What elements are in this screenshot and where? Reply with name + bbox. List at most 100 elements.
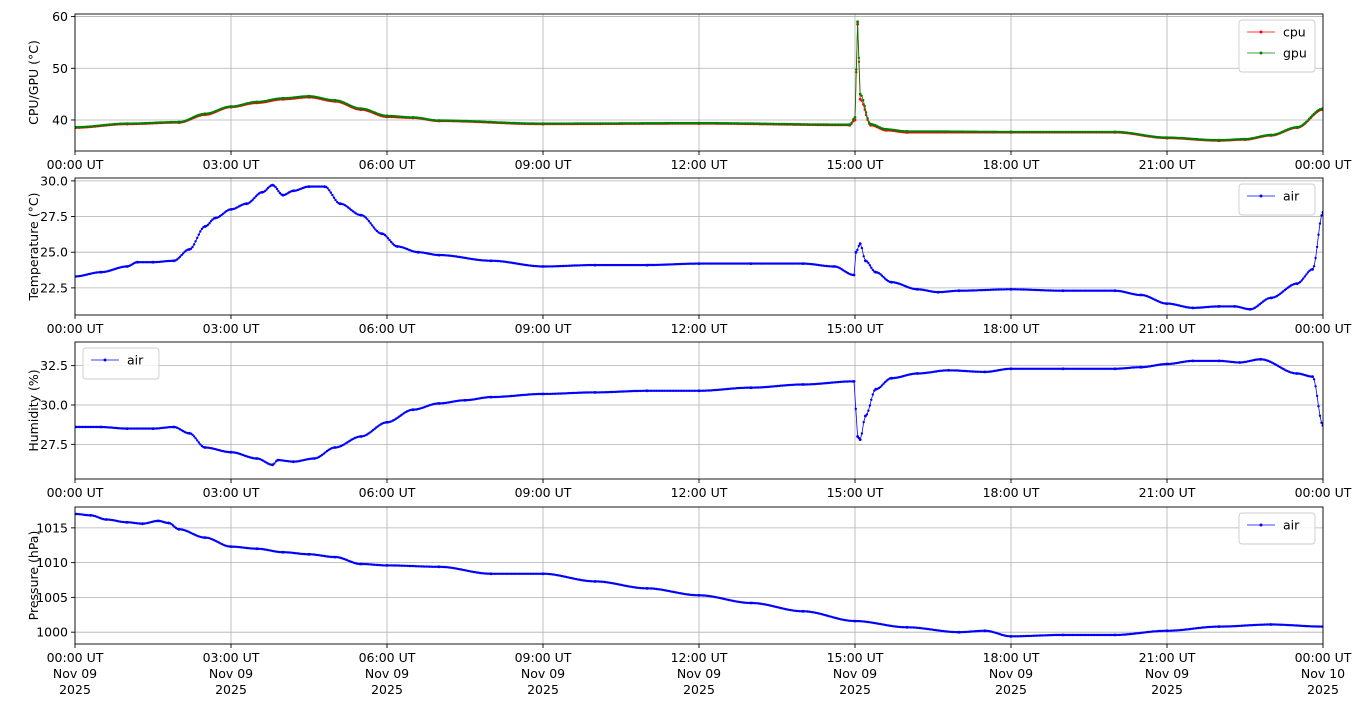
- series-point-air: [1312, 265, 1316, 268]
- series-gpu: [75, 20, 1323, 142]
- series-point-air: [1300, 279, 1303, 282]
- series-point-air: [1318, 222, 1322, 225]
- data-point-cpu: [858, 97, 862, 101]
- series-point-air: [385, 235, 388, 238]
- x-tick-label: 15:00 UT: [827, 321, 884, 336]
- data-point-air: [697, 593, 701, 597]
- legend-marker-cpu: [1259, 30, 1263, 34]
- data-point-air: [801, 262, 805, 265]
- series-point-air: [208, 222, 211, 225]
- y-axis-label: CPU/GPU (°C): [26, 40, 41, 125]
- data-point-air: [1139, 365, 1143, 369]
- x-tick-date: Nov 09: [53, 666, 97, 681]
- legend-label-air: air: [127, 353, 144, 368]
- series-point-air: [1318, 414, 1322, 417]
- data-point-air: [801, 609, 805, 613]
- data-point-air: [916, 287, 919, 291]
- data-point-air: [255, 457, 259, 460]
- data-point-air: [1248, 307, 1252, 311]
- data-point-air: [229, 208, 233, 211]
- series-point-air: [363, 215, 366, 218]
- series-point-air: [860, 432, 864, 435]
- x-tick-date: Nov 09: [833, 666, 877, 681]
- data-point-air: [1009, 367, 1013, 371]
- series-point-air: [371, 224, 374, 227]
- series-point-air: [854, 407, 857, 411]
- x-tick-date: Nov 09: [209, 666, 253, 681]
- x-tick-label: 12:00 UT: [671, 321, 728, 336]
- series-point-air: [372, 226, 375, 229]
- x-tick-year: 2025: [59, 682, 91, 697]
- chart-panel-1: 22.5 25.0 27.5 30.0 Temperature (°C) 00:00 UT…: [26, 173, 1352, 336]
- data-point-air: [1165, 302, 1169, 305]
- data-point-air: [437, 565, 441, 569]
- data-point-air: [1311, 375, 1314, 378]
- x-tick-date: Nov 09: [521, 666, 565, 681]
- data-point-gpu: [697, 121, 701, 125]
- data-point-air: [645, 263, 649, 267]
- chart-panel-0: 40 50 60 CPU/GPU (°C) 00:00 UT 03:00 UT 06:00 …: [26, 9, 1352, 172]
- data-point-air: [151, 260, 155, 264]
- series-point-air: [265, 188, 268, 191]
- series-point-gpu: [1306, 119, 1309, 122]
- data-point-air: [1217, 305, 1221, 308]
- x-tick-label: 09:00 UT: [515, 650, 572, 665]
- series-point-air: [222, 212, 225, 215]
- data-point-gpu: [1295, 125, 1299, 129]
- x-tick-date: Nov 09: [677, 666, 721, 681]
- data-point-gpu: [905, 130, 909, 133]
- series-point-air: [251, 198, 254, 201]
- series-point-air: [857, 244, 860, 248]
- data-point-gpu: [203, 112, 207, 116]
- x-tick-year: 2025: [995, 682, 1027, 697]
- x-tick-label: 12:00 UT: [671, 157, 728, 172]
- data-point-air: [396, 245, 399, 248]
- data-point-gpu: [848, 123, 852, 126]
- series-point-air: [367, 220, 371, 223]
- series-point-gpu: [1308, 117, 1311, 120]
- series-point-air: [274, 185, 277, 189]
- series-point-air: [375, 229, 379, 233]
- data-point-air: [136, 260, 139, 264]
- series-point-air: [192, 243, 196, 246]
- x-tick-label: 21:00 UT: [1139, 157, 1196, 172]
- series-point-air: [390, 240, 393, 244]
- data-point-air: [1165, 362, 1169, 366]
- series-point-air: [871, 393, 874, 396]
- x-tick-label: 03:00 UT: [203, 157, 260, 172]
- series-point-air: [209, 220, 213, 223]
- data-point-air: [333, 555, 337, 559]
- x-tick-label: 21:00 UT: [1139, 321, 1196, 336]
- series-point-air: [248, 201, 251, 204]
- data-point-air: [385, 564, 389, 567]
- data-point-air: [593, 580, 597, 583]
- data-point-gpu: [869, 122, 872, 126]
- series-point-air: [1282, 290, 1285, 293]
- series-point-air: [1257, 304, 1260, 307]
- series-point-air: [1317, 233, 1320, 236]
- data-point-gpu: [1269, 133, 1273, 137]
- series-point-gpu: [862, 98, 865, 102]
- series-point-air: [250, 200, 253, 203]
- y-tick-label: 27.5: [40, 437, 68, 452]
- data-point-air: [858, 438, 862, 441]
- x-tick-year: 2025: [371, 682, 403, 697]
- data-point-air: [229, 450, 233, 454]
- series-point-air: [1317, 405, 1320, 408]
- series-point-air: [177, 257, 180, 260]
- series-point-air: [860, 246, 864, 250]
- series-point-air: [882, 382, 885, 385]
- data-point-air: [437, 253, 441, 257]
- series-point-air: [884, 380, 887, 384]
- data-point-air: [177, 527, 181, 531]
- x-tick-label: 00:00 UT: [1295, 485, 1352, 500]
- data-point-air: [1233, 305, 1236, 308]
- x-tick-date: Nov 10: [1301, 666, 1345, 681]
- series-point-air: [856, 248, 859, 252]
- y-axis-label: Pressure (hPa): [26, 531, 41, 621]
- series-point-air: [867, 409, 870, 412]
- data-point-air: [89, 513, 92, 517]
- data-point-air: [541, 392, 545, 396]
- y-tick-label: 25.0: [40, 245, 68, 260]
